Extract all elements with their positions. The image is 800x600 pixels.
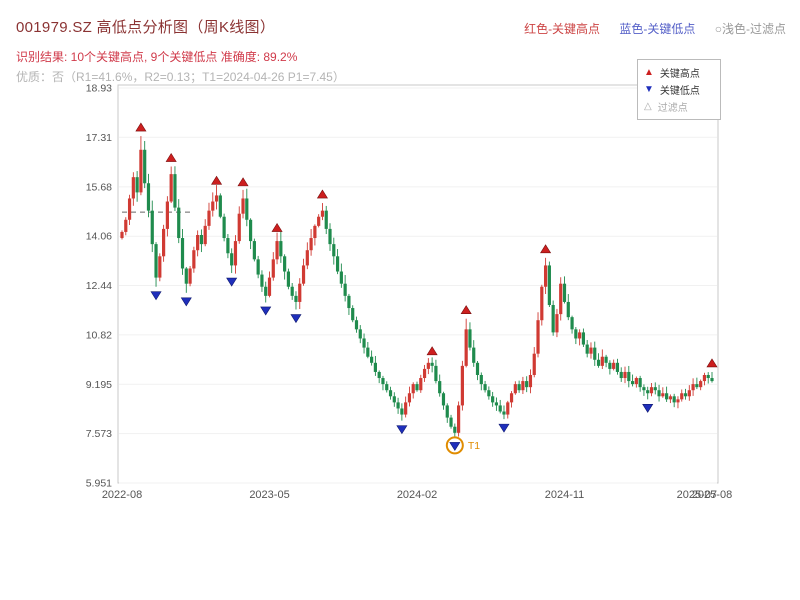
- key-low-marker: [290, 314, 302, 324]
- y-tick-label: 17.31: [86, 132, 112, 144]
- legend-label-key-high: 关键高点: [659, 69, 700, 80]
- recognition-result-text: 识别结果: 10个关键高点, 9个关键低点 准确度: 89.2%: [16, 50, 298, 64]
- key-low-marker: [180, 297, 192, 307]
- key-high-marker: [271, 222, 283, 232]
- key-high-marker: [706, 358, 718, 368]
- key-high-marker: [540, 244, 552, 254]
- y-tick-label: 12.44: [86, 280, 112, 292]
- legend-item-key-low: ▼ 关键低点: [644, 81, 714, 98]
- y-tick-label: 10.82: [86, 329, 112, 341]
- key-high-triangle-icon: ▲: [644, 67, 654, 78]
- legend-label-filtered: 过滤点: [657, 103, 688, 114]
- key-high-marker: [237, 177, 249, 187]
- key-low-marker: [396, 425, 408, 435]
- key-low-marker: [642, 404, 654, 413]
- key-low-marker: [498, 423, 510, 433]
- x-tick-label: 2022-08: [102, 489, 142, 501]
- key-low-marker: [150, 291, 162, 301]
- page-title: 001979.SZ 高低点分析图（周K线图）: [16, 19, 276, 36]
- y-tick-label: 9.195: [86, 379, 112, 391]
- key-low-marker: [260, 306, 272, 316]
- candles: [120, 136, 714, 438]
- markers: T1: [135, 122, 718, 455]
- legend-label-key-low: 关键低点: [659, 86, 700, 97]
- axes: 18.93 17.31 15.68 14.06 12.44 10.82 9.195 7.573…: [86, 83, 732, 502]
- x-tick-label: 2024-02: [397, 489, 437, 501]
- x-tick-label-overlap: 2025-07: [677, 489, 717, 501]
- y-tick-label: 5.951: [86, 478, 112, 490]
- y-tick-label: 18.93: [86, 83, 112, 95]
- filtered-triangle-icon: △: [644, 101, 652, 112]
- x-tick-label: 2023-05: [249, 489, 289, 501]
- key-low-marker: [449, 442, 461, 451]
- filtered-point-circle: [445, 436, 464, 455]
- plot-frame: [117, 84, 719, 484]
- y-tick-label: 7.573: [86, 428, 112, 440]
- key-high-marker: [135, 122, 147, 132]
- key-high-marker: [316, 189, 328, 199]
- inline-legend-key-low: 蓝色-关键低点: [619, 22, 696, 36]
- y-tick-label: 14.06: [86, 231, 112, 243]
- inline-legend: 红色-关键高点 蓝色-关键低点 ○浅色-过滤点: [508, 20, 786, 37]
- legend-item-key-high: ▲ 关键高点: [644, 64, 714, 81]
- key-high-marker: [165, 152, 177, 162]
- y-tick-label: 15.68: [86, 181, 112, 193]
- key-high-marker: [211, 175, 223, 185]
- quality-result-text: 优质：否（R1=41.6%，R2=0.13；T1=2024-04-26 P1=7…: [16, 70, 345, 84]
- inline-legend-key-high: 红色-关键高点: [524, 22, 601, 36]
- x-tick-label: 2025-08: [692, 489, 732, 501]
- plot-legend-box: ▲ 关键高点 ▼ 关键低点 △ 过滤点: [637, 59, 721, 120]
- key-low-triangle-icon: ▼: [644, 84, 654, 95]
- legend-item-filtered: △ 过滤点: [644, 98, 714, 115]
- key-high-marker: [426, 346, 438, 356]
- t1-annotation-label: T1: [468, 440, 480, 452]
- inline-legend-filtered: ○浅色-过滤点: [714, 22, 786, 36]
- x-tick-label: 2024-11: [545, 489, 585, 501]
- key-low-marker: [226, 277, 238, 287]
- key-high-marker: [460, 305, 472, 314]
